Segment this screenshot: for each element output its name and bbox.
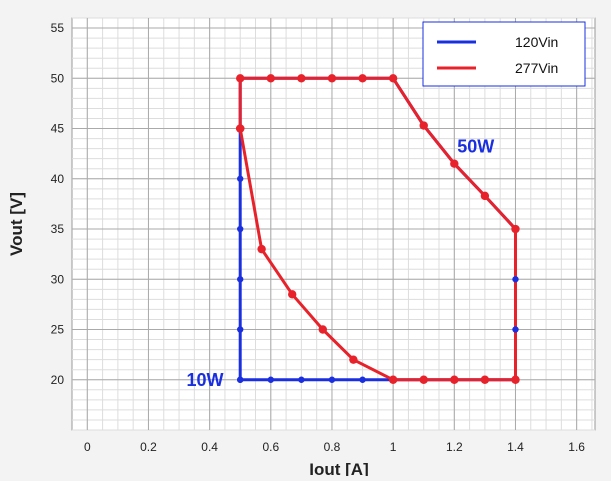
data-point-277vin	[450, 375, 459, 384]
data-point-277vin	[480, 191, 490, 201]
data-point-277vin	[419, 121, 428, 130]
series-layer	[236, 74, 520, 384]
data-point-120vin	[267, 376, 275, 383]
x-tick-label: 1	[390, 440, 397, 454]
data-point-277vin	[288, 290, 297, 299]
y-tick-label: 35	[51, 222, 65, 236]
data-point-277vin	[318, 325, 327, 334]
x-tick-label: 0.2	[140, 440, 157, 454]
x-tick-label: 1.2	[446, 440, 463, 454]
y-tick-label: 40	[51, 172, 65, 186]
legend-label-120vin: 120Vin	[515, 34, 558, 50]
data-point-277vin	[297, 74, 306, 83]
data-point-120vin	[328, 376, 336, 383]
x-tick-label: 1.4	[507, 440, 524, 454]
legend: 120Vin 277Vin	[422, 21, 586, 87]
annotations: 50W 10W	[187, 137, 495, 390]
data-point-277vin	[419, 375, 428, 384]
y-tick-label: 20	[51, 373, 65, 387]
data-point-277vin	[358, 74, 367, 83]
x-tick-label: 0	[84, 440, 91, 454]
y-tick-label: 45	[51, 122, 65, 136]
data-point-120vin	[237, 376, 244, 383]
x-axis-ticks: 0 0.2 0.4 0.6 0.8 1 1.2 1.4 1.6	[84, 440, 585, 454]
data-point-120vin	[237, 225, 244, 233]
y-tick-label: 30	[51, 272, 65, 286]
data-point-277vin	[480, 375, 490, 384]
data-point-277vin	[349, 355, 358, 364]
data-point-120vin	[237, 326, 244, 333]
grid	[72, 17, 595, 431]
data-point-120vin	[512, 326, 519, 333]
data-point-277vin	[450, 159, 459, 168]
plot-area	[71, 17, 596, 431]
data-point-120vin	[359, 376, 366, 383]
data-point-277vin	[266, 74, 276, 83]
data-point-277vin	[388, 74, 398, 83]
y-axis-ticks: 20 25 30 35 40 45 50 55	[51, 21, 65, 387]
data-point-120vin	[237, 276, 244, 283]
x-tick-label: 1.6	[568, 440, 585, 454]
x-tick-label: 0.8	[324, 440, 341, 454]
data-point-277vin	[236, 74, 245, 83]
data-point-120vin	[512, 276, 519, 283]
data-point-277vin	[388, 375, 398, 384]
legend-label-277vin: 277Vin	[515, 60, 558, 76]
y-tick-label: 25	[51, 323, 65, 337]
y-tick-label: 55	[51, 21, 65, 35]
data-point-120vin	[298, 376, 305, 383]
data-point-277vin	[257, 244, 266, 254]
annotation-10w: 10W	[187, 370, 224, 390]
data-point-277vin	[236, 124, 245, 133]
data-point-277vin	[511, 375, 520, 384]
x-tick-label: 0.4	[201, 440, 218, 454]
y-tick-label: 50	[51, 71, 65, 85]
data-point-277vin	[511, 224, 520, 234]
y-axis-label: Vout [V]	[7, 192, 26, 256]
x-tick-label: 0.6	[262, 440, 279, 454]
data-point-120vin	[237, 175, 244, 182]
annotation-50w: 50W	[457, 137, 494, 157]
data-point-277vin	[327, 74, 337, 83]
legend-box	[422, 21, 586, 87]
x-axis-label: Iout [A]	[309, 460, 368, 476]
